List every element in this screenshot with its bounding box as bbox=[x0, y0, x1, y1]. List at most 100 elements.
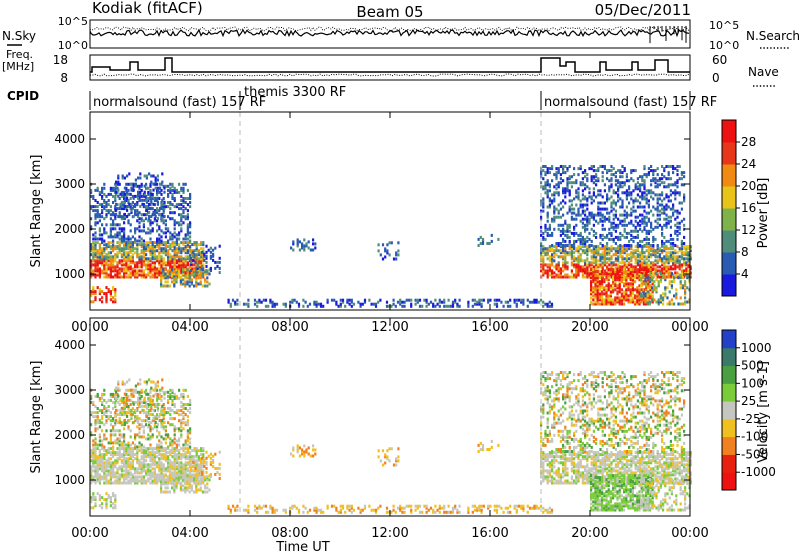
power-cell bbox=[126, 208, 129, 212]
power-cell bbox=[177, 272, 180, 276]
power-cell bbox=[570, 231, 573, 235]
power-cell bbox=[195, 276, 198, 280]
velocity-cell bbox=[129, 453, 132, 457]
power-cell bbox=[586, 185, 589, 189]
power-cell bbox=[206, 280, 209, 284]
power-cell bbox=[126, 215, 129, 218]
power-cell bbox=[96, 251, 99, 255]
velocity-cell bbox=[90, 465, 93, 469]
power-cell bbox=[139, 192, 142, 196]
velocity-cell bbox=[90, 469, 93, 473]
velocity-cell bbox=[94, 481, 97, 485]
power-cell bbox=[132, 184, 135, 188]
power-cell bbox=[590, 302, 593, 306]
power-cell bbox=[105, 215, 108, 219]
velocity-cell bbox=[107, 459, 110, 463]
power-cell bbox=[117, 194, 120, 198]
velocity-cell bbox=[171, 449, 174, 453]
power-cell bbox=[160, 278, 163, 282]
power-cell bbox=[634, 276, 637, 280]
velocity-cell bbox=[158, 477, 161, 481]
velocity-cell bbox=[92, 459, 95, 463]
power-cell bbox=[151, 249, 154, 253]
power-cell bbox=[573, 251, 576, 255]
power-cell bbox=[607, 296, 610, 300]
power-cell bbox=[480, 302, 483, 306]
power-cell bbox=[636, 255, 639, 259]
power-cell bbox=[623, 278, 626, 282]
velocity-cell bbox=[191, 455, 194, 459]
power-cell bbox=[668, 290, 671, 294]
power-cell bbox=[109, 261, 112, 265]
power-cell bbox=[606, 265, 609, 269]
power-cell bbox=[664, 278, 667, 282]
power-cell bbox=[599, 235, 602, 239]
power-cell bbox=[134, 261, 137, 265]
power-cell bbox=[606, 267, 609, 271]
power-cell bbox=[621, 201, 624, 205]
power-cell bbox=[120, 217, 123, 221]
power-cell bbox=[156, 174, 159, 178]
power-cell bbox=[114, 227, 117, 231]
power-cell bbox=[621, 259, 624, 263]
power-cell bbox=[609, 290, 612, 294]
power-cell bbox=[138, 273, 141, 277]
power-cell bbox=[612, 239, 615, 243]
power-cell bbox=[634, 268, 637, 272]
power-cell bbox=[147, 199, 150, 202]
power-cell bbox=[526, 304, 529, 308]
power-cell bbox=[608, 249, 611, 253]
power-cell bbox=[654, 263, 657, 267]
power-cell bbox=[639, 219, 642, 223]
power-cell bbox=[669, 189, 672, 193]
velocity-cell bbox=[103, 405, 106, 408]
velocity-cell bbox=[112, 427, 115, 431]
power-cell bbox=[114, 245, 117, 249]
velocity-cell bbox=[107, 447, 110, 451]
power-cell bbox=[612, 247, 615, 251]
power-cell bbox=[566, 235, 569, 239]
power-cell bbox=[158, 241, 161, 245]
power-cell bbox=[595, 175, 598, 179]
velocity-cell bbox=[197, 467, 200, 471]
power-cell bbox=[548, 263, 551, 267]
power-cell bbox=[645, 229, 648, 233]
power-cell bbox=[137, 190, 140, 194]
power-cell bbox=[138, 221, 141, 225]
velocity-cell bbox=[125, 473, 128, 477]
power-cell bbox=[683, 251, 686, 255]
velocity-cell bbox=[134, 447, 137, 451]
power-cell bbox=[661, 259, 664, 263]
power-cell bbox=[661, 263, 664, 267]
power-cell bbox=[184, 284, 187, 288]
power-cell bbox=[630, 191, 633, 195]
power-cell bbox=[399, 298, 402, 302]
power-cell bbox=[641, 217, 644, 221]
power-cell bbox=[103, 263, 106, 267]
velocity-cell bbox=[178, 467, 181, 471]
velocity-cell bbox=[96, 392, 99, 396]
power-cell bbox=[581, 249, 584, 253]
velocity-cell bbox=[127, 461, 130, 465]
power-cell bbox=[603, 183, 606, 187]
power-cell bbox=[178, 213, 181, 217]
power-cell bbox=[200, 261, 203, 265]
velocity-cell bbox=[129, 451, 132, 455]
power-cell bbox=[125, 237, 128, 241]
power-cell bbox=[596, 298, 599, 302]
power-cell bbox=[581, 193, 584, 197]
power-cell bbox=[564, 219, 567, 223]
power-cell bbox=[101, 263, 104, 267]
power-cell bbox=[129, 205, 132, 209]
power-cell bbox=[548, 249, 551, 253]
power-cell bbox=[625, 296, 628, 300]
power-cell bbox=[568, 245, 571, 249]
power-cell bbox=[296, 244, 299, 248]
power-cell bbox=[610, 177, 613, 181]
power-cell bbox=[614, 215, 617, 219]
power-cell bbox=[105, 253, 108, 257]
power-cell bbox=[581, 189, 584, 193]
power-cell bbox=[96, 255, 99, 259]
power-cell bbox=[167, 201, 170, 204]
power-cell bbox=[169, 182, 172, 186]
